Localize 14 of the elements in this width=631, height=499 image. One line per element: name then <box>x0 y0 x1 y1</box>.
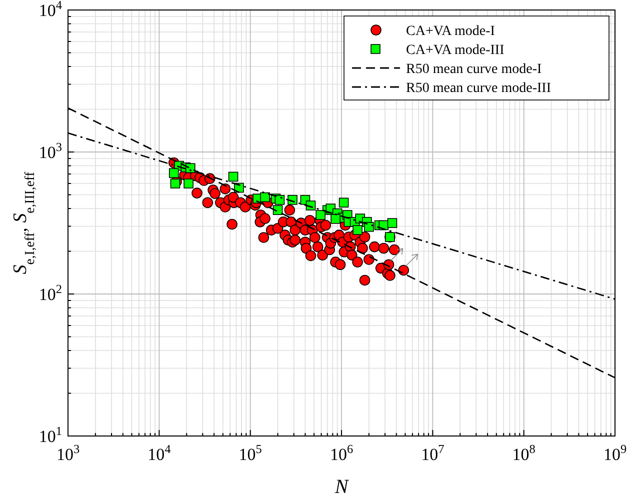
legend-label: R50 mean curve mode-I <box>406 62 542 77</box>
legend-label: CA+VA mode-III <box>406 43 505 58</box>
y-tick-label: 10$^{2}$ <box>38 282 62 304</box>
y-tick-label: 10$^{4}$ <box>38 0 62 20</box>
legend-label: CA+VA mode-I <box>406 24 496 39</box>
y-tick-label: 10$^{3}$ <box>38 140 62 162</box>
x-tick-label: 10$^{5}$ <box>238 442 262 464</box>
x-tick-label: 10$^{9}$ <box>603 442 627 464</box>
x-tick-label: 10$^{7}$ <box>421 442 444 464</box>
x-tick-label: 10$^{4}$ <box>148 442 171 464</box>
x-axis-title: N <box>334 476 350 498</box>
x-tick-label: 10$^{6}$ <box>330 442 354 464</box>
legend-label: R50 mean curve mode-III <box>406 81 552 96</box>
x-tick-label: 10$^{8}$ <box>512 442 536 464</box>
